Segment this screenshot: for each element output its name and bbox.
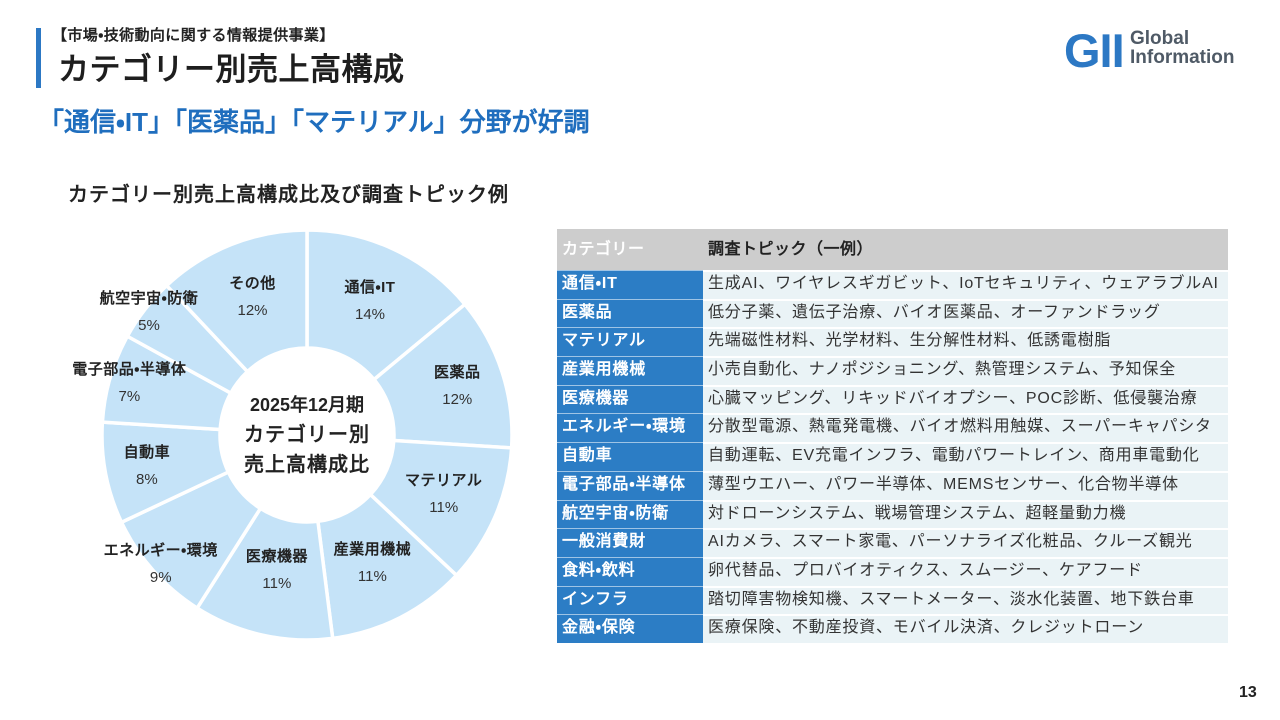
slice-label: 航空宇宙・防衛 5% — [100, 285, 199, 339]
slice-category-label: 航空宇宙・防衛 — [99, 290, 199, 308]
slice-category-label: エネルギー・環境 — [103, 541, 218, 559]
logo-mark: GII — [1064, 24, 1125, 77]
slice-percent-label: 9% — [149, 568, 172, 586]
donut-slice — [305, 228, 468, 383]
topic-cell: 卵代替品、プロバイオティクス、スムージー、ケアフード — [703, 556, 1228, 586]
table-row: インフラ 踏切障害物検知機、スマートメーター、淡水化装置、地下鉄台車 — [557, 585, 1228, 615]
category-cell: エネルギー・環境 — [557, 413, 703, 443]
category-cell: 医療機器 — [557, 384, 703, 414]
topic-cell: 分散型電源、熱電発電機、バイオ燃料用触媒、スーパーキャパシタ — [703, 413, 1228, 443]
table-row: 一般消費財 AIカメラ、スマート家電、パーソナライズ化粧品、クルーズ観光 — [557, 528, 1228, 557]
slice-label: 産業用機械 11% — [334, 536, 412, 590]
page-number: 13 — [1239, 684, 1257, 701]
table-row: 医薬品 低分子薬、遺伝子治療、バイオ医薬品、オーファンドラッグ — [557, 298, 1228, 328]
company-logo: GII Global Information — [1064, 24, 1244, 77]
page-title: カテゴリー別売上高構成 — [58, 52, 405, 87]
category-cell: 一般消費財 — [557, 528, 703, 557]
slice-percent-label: 14% — [354, 306, 386, 324]
topic-cell: AIカメラ、スマート家電、パーソナライズ化粧品、クルーズ観光 — [703, 528, 1228, 557]
slice-percent-label: 11% — [357, 568, 387, 586]
slice-category-label: 医薬品 — [434, 364, 481, 382]
slice-category-label: マテリアル — [405, 472, 483, 490]
figure-heading: カテゴリー別売上高構成比及び調査トピック例 — [68, 184, 509, 206]
slice-label: エネルギー・環境 9% — [104, 537, 218, 591]
title-accent-bar — [36, 28, 41, 88]
table-row: 自動車 自動運転、EV充電インフラ、電動パワートレイン、商用車電動化 — [557, 442, 1228, 471]
slice-label: その他 12% — [229, 270, 276, 324]
donut-chart: 通信・IT 14% 医薬品 12% マテリアル 11% 産業用機械 11% 医療機器 11% エネル… — [72, 210, 532, 660]
slice-percent-label: 7% — [118, 388, 141, 406]
logo-wordmark: Global Information — [1130, 29, 1235, 67]
table-body: 通信・IT 生成AI、ワイヤレスギガビット、IoTセキュリティ、ウェアラブルAI 医… — [557, 270, 1228, 643]
logo-line-1: Global — [1130, 28, 1190, 49]
table-row: 医療機器 心臓マッピング、リキッドバイオプシー、POC診断、低侵襲治療 — [557, 384, 1228, 414]
slice-category-label: 通信・IT — [344, 279, 396, 297]
donut-center-line-3: 売上高構成比 — [244, 454, 370, 476]
section-kicker: 【市場・技術動向に関する情報提供事業】 — [52, 27, 335, 44]
research-topic-table: カテゴリー 調査トピック（一例） 通信・IT 生成AI、ワイヤレスギガビット、Io… — [557, 229, 1228, 643]
category-cell: 食料・飲料 — [557, 556, 703, 586]
table-row: 航空宇宙・防衛 対ドローンシステム、戦場管理システム、超軽量動力機 — [557, 499, 1228, 529]
category-cell: 産業用機械 — [557, 356, 703, 385]
topic-cell: 低分子薬、遺伝子治療、バイオ医薬品、オーファンドラッグ — [703, 298, 1228, 328]
slice-label: 医療機器 11% — [246, 543, 308, 597]
slice-label: 通信・IT 14% — [345, 274, 396, 328]
table-row: 食料・飲料 卵代替品、プロバイオティクス、スムージー、ケアフード — [557, 556, 1228, 586]
category-cell: 通信・IT — [557, 270, 703, 299]
slice-category-label: 電子部品・半導体 — [72, 361, 187, 379]
slice-percent-label: 8% — [136, 470, 158, 488]
table-row: 電子部品・半導体 薄型ウエハー、パワー半導体、MEMSセンサー、化合物半導体 — [557, 470, 1228, 500]
slice-label: 自動車 8% — [124, 439, 171, 493]
donut-center-line-2: カテゴリー別 — [244, 424, 370, 446]
slice-percent-label: 11% — [429, 499, 459, 517]
category-cell: インフラ — [557, 585, 703, 615]
slice-percent-label: 12% — [442, 391, 473, 409]
table-header-category: カテゴリー — [562, 241, 645, 258]
donut-slice — [164, 228, 309, 375]
table-header-topics: 調査トピック（一例） — [708, 241, 874, 258]
donut-center-label: 2025年12月期 カテゴリー別 売上高構成比 — [244, 390, 370, 480]
table-row: 通信・IT 生成AI、ワイヤレスギガビット、IoTセキュリティ、ウェアラブルAI — [557, 270, 1228, 299]
category-cell: 航空宇宙・防衛 — [557, 499, 703, 529]
topic-cell: 対ドローンシステム、戦場管理システム、超軽量動力機 — [703, 499, 1228, 529]
table-row: 金融・保険 医療保険、不動産投資、モバイル決済、クレジットローン — [557, 614, 1228, 643]
slice-percent-label: 11% — [262, 574, 292, 592]
table-row: マテリアル 先端磁性材料、光学材料、生分解性材料、低誘電樹脂 — [557, 327, 1228, 357]
topic-cell: 薄型ウエハー、パワー半導体、MEMSセンサー、化合物半導体 — [703, 470, 1228, 500]
category-cell: 医薬品 — [557, 298, 703, 328]
slice-category-label: 自動車 — [123, 443, 171, 461]
slice-percent-label: 12% — [237, 302, 268, 320]
slice-percent-label: 5% — [138, 317, 160, 335]
topic-cell: 医療保険、不動産投資、モバイル決済、クレジットローン — [703, 614, 1228, 643]
donut-chart-svg — [100, 228, 514, 642]
logo-line-2: Information — [1130, 47, 1235, 68]
category-cell: 金融・保険 — [557, 614, 703, 643]
topic-cell: 生成AI、ワイヤレスギガビット、IoTセキュリティ、ウェアラブルAI — [703, 270, 1228, 299]
topic-cell: 踏切障害物検知機、スマートメーター、淡水化装置、地下鉄台車 — [703, 585, 1228, 615]
topic-cell: 自動運転、EV充電インフラ、電動パワートレイン、商用車電動化 — [703, 442, 1228, 471]
slice-category-label: 医療機器 — [245, 547, 308, 565]
donut-labels: 通信・IT 14% 医薬品 12% マテリアル 11% 産業用機械 11% 医療機器 11% エネル… — [72, 210, 532, 660]
topic-cell: 小売自動化、ナノポジショニング、熱管理システム、予知保全 — [703, 356, 1228, 385]
page-subtitle: 「通信・IT」「医薬品」「マテリアル」分野が好調 — [38, 107, 590, 137]
slice-label: マテリアル 11% — [405, 467, 482, 521]
slice-category-label: 産業用機械 — [333, 541, 412, 559]
category-cell: マテリアル — [557, 327, 703, 357]
topic-cell: 心臓マッピング、リキッドバイオプシー、POC診断、低侵襲治療 — [703, 384, 1228, 414]
topic-cell: 先端磁性材料、光学材料、生分解性材料、低誘電樹脂 — [703, 327, 1228, 357]
table-row: エネルギー・環境 分散型電源、熱電発電機、バイオ燃料用触媒、スーパーキャパシタ — [557, 413, 1228, 443]
donut-center-period: 2025年12月期 — [249, 395, 365, 415]
slice-category-label: その他 — [229, 275, 276, 293]
table-row: 産業用機械 小売自動化、ナノポジショニング、熱管理システム、予知保全 — [557, 356, 1228, 385]
slice-label: 電子部品・半導体 7% — [72, 356, 186, 410]
category-cell: 自動車 — [557, 442, 703, 471]
table-header-row: カテゴリー 調査トピック（一例） — [557, 229, 1228, 270]
slice-label: 医薬品 12% — [434, 359, 481, 413]
category-cell: 電子部品・半導体 — [557, 470, 703, 500]
